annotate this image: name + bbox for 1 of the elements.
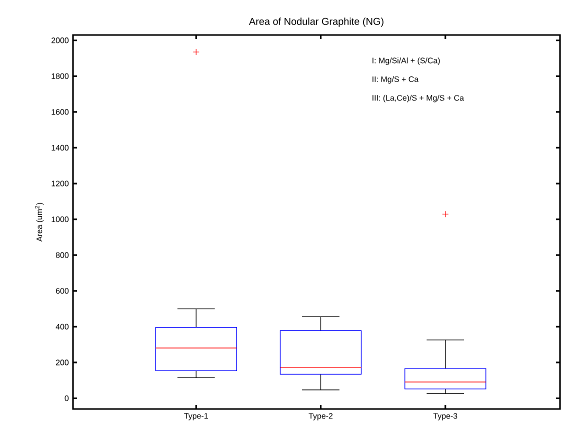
chart-title: Area of Nodular Graphite (NG) bbox=[248, 18, 384, 27]
